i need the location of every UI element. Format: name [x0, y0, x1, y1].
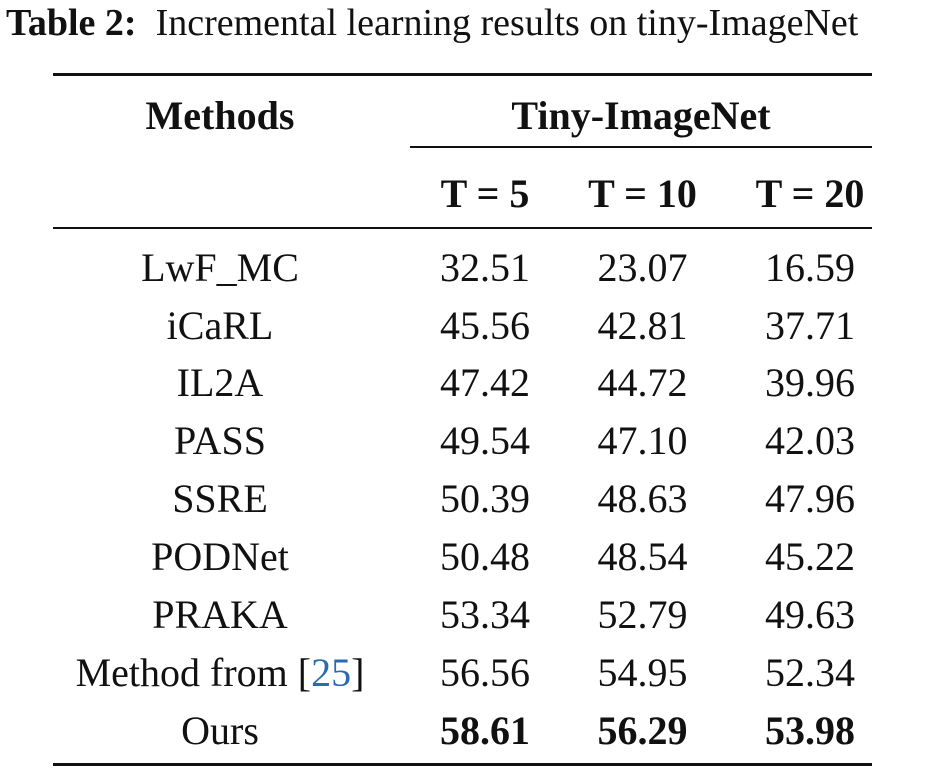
method-cell: Method from [25]	[40, 649, 400, 697]
top-rule	[53, 73, 872, 76]
method-cell: PRAKA	[152, 592, 288, 637]
method-cell: iCaRL	[166, 303, 274, 348]
mid-rule	[53, 227, 872, 229]
value-cell: 16.59	[765, 245, 855, 290]
value-cell: 53.34	[440, 592, 530, 637]
value-cell: 47.10	[597, 418, 688, 463]
value-cell: 42.81	[597, 303, 688, 348]
value-cell: 45.56	[440, 303, 530, 348]
caption-text: Incremental learning results on tiny-Ima…	[155, 2, 859, 44]
value-cell: 52.79	[597, 592, 688, 637]
value-cell: 48.63	[597, 476, 688, 521]
method-cell: SSRE	[172, 476, 268, 521]
method-text: Method from [	[75, 650, 312, 695]
caption-label: Table 2:	[6, 2, 137, 44]
value-cell: 39.96	[765, 360, 855, 405]
value-cell: 47.42	[440, 360, 530, 405]
header-t10: T = 10	[588, 171, 697, 216]
bottom-rule	[53, 763, 872, 766]
value-cell: 49.63	[765, 592, 855, 637]
value-cell: 50.48	[440, 534, 530, 579]
method-cell: IL2A	[176, 360, 264, 405]
value-cell: 54.95	[597, 650, 688, 695]
header-t5: T = 5	[440, 171, 530, 216]
value-cell: 49.54	[440, 418, 530, 463]
method-cell: PODNet	[151, 534, 289, 579]
value-cell: 42.03	[765, 418, 855, 463]
method-text: ]	[351, 650, 365, 695]
value-cell: 23.07	[597, 245, 688, 290]
method-cell: PASS	[174, 418, 266, 463]
value-cell: 53.98	[765, 708, 855, 753]
header-t20: T = 20	[755, 171, 865, 216]
value-cell: 47.96	[765, 476, 855, 521]
citation-link[interactable]: 25	[311, 650, 352, 695]
value-cell: 50.39	[440, 476, 530, 521]
value-cell: 56.56	[440, 650, 530, 695]
method-cell: Ours	[181, 708, 259, 753]
value-cell: 56.29	[597, 708, 688, 753]
value-cell: 37.71	[765, 303, 855, 348]
method-cell: LwF_MC	[141, 245, 299, 290]
value-cell: 48.54	[597, 534, 688, 579]
value-cell: 44.72	[597, 360, 688, 405]
table-caption: Table 2: Incremental learning results on…	[6, 0, 858, 46]
header-tiny-imagenet: Tiny-ImageNet	[511, 93, 771, 138]
group-rule	[410, 146, 872, 148]
value-cell: 32.51	[440, 245, 530, 290]
value-cell: 52.34	[765, 650, 855, 695]
value-cell: 45.22	[765, 534, 855, 579]
header-methods: Methods	[145, 93, 295, 138]
value-cell: 58.61	[440, 708, 530, 753]
